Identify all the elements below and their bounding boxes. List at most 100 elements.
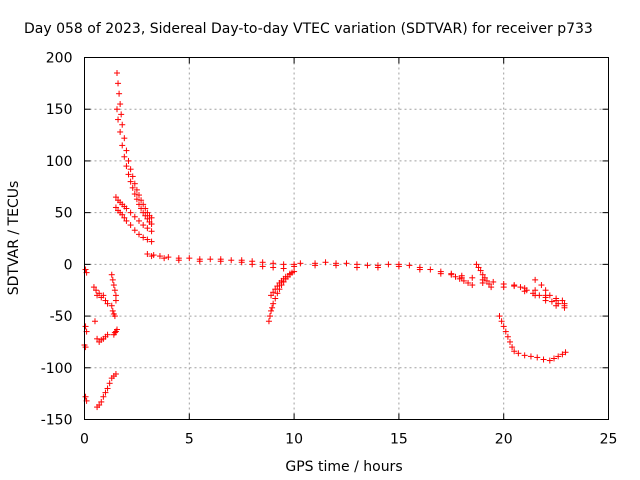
data-point (135, 231, 142, 238)
data-point (502, 328, 509, 335)
data-point (555, 353, 562, 360)
x-tick-label: 0 (80, 432, 89, 448)
data-point (144, 215, 151, 222)
data-point (121, 135, 128, 142)
data-point (506, 338, 513, 345)
data-point (82, 323, 89, 330)
data-point (148, 253, 155, 260)
data-point (498, 318, 505, 325)
data-point (119, 142, 126, 149)
data-point (121, 214, 128, 221)
data-point (123, 205, 130, 212)
data-point (138, 205, 145, 212)
data-point (534, 354, 541, 361)
data-point (490, 278, 497, 285)
data-point (112, 370, 119, 377)
series-rising-cluster (108, 271, 120, 338)
data-point (135, 217, 142, 224)
data-point (486, 281, 493, 288)
data-point (102, 389, 109, 396)
data-point (186, 255, 193, 262)
data-point (217, 258, 224, 265)
y-tick-label: 100 (46, 154, 73, 170)
data-point (144, 251, 151, 258)
data-point (496, 313, 503, 320)
data-point (196, 258, 203, 265)
x-axis-label: GPS time / hours (285, 459, 402, 475)
series-midday-band-lower (148, 253, 568, 311)
data-point (469, 282, 476, 289)
data-point (115, 80, 122, 87)
data-point (129, 184, 136, 191)
data-point (90, 284, 97, 291)
data-point (96, 290, 103, 297)
data-point (161, 255, 168, 262)
data-point (175, 257, 182, 264)
data-point (427, 266, 434, 273)
data-point (548, 298, 555, 305)
x-tick-label: 5 (185, 432, 194, 448)
data-point (312, 262, 319, 269)
data-point (555, 300, 562, 307)
data-point (272, 286, 279, 293)
data-point (465, 279, 472, 286)
data-point (110, 282, 117, 289)
data-point (133, 186, 140, 193)
data-point (483, 277, 490, 284)
data-point (82, 266, 89, 273)
data-point (416, 266, 423, 273)
data-point (473, 261, 480, 268)
data-point (364, 262, 371, 269)
data-point (540, 356, 547, 363)
data-point (553, 295, 560, 302)
data-point (559, 297, 566, 304)
data-point (121, 153, 128, 160)
data-point (561, 302, 568, 309)
data-point (286, 270, 293, 277)
data-point (523, 287, 530, 294)
data-point (131, 213, 138, 220)
data-point (511, 282, 518, 289)
data-point (144, 236, 151, 243)
data-point (104, 385, 111, 392)
data-point (477, 267, 484, 274)
data-point (111, 329, 118, 336)
data-point (530, 290, 537, 297)
data-point (135, 201, 142, 208)
data-point (452, 273, 459, 280)
data-point (148, 238, 155, 245)
data-point (266, 313, 273, 320)
y-tick-label: 150 (46, 102, 73, 118)
data-point (559, 351, 566, 358)
data-point (112, 204, 119, 211)
data-point (127, 178, 134, 185)
data-point (108, 271, 115, 278)
data-point (207, 256, 214, 263)
data-point (274, 290, 281, 297)
data-point (500, 284, 507, 291)
data-point (268, 307, 275, 314)
data-point (156, 253, 163, 260)
x-tick-label: 15 (390, 432, 408, 448)
data-point (140, 234, 147, 241)
data-point (272, 295, 279, 302)
data-point (142, 212, 149, 219)
data-point (437, 270, 444, 277)
data-point (113, 106, 120, 113)
data-point (127, 166, 134, 173)
y-tick-label: 0 (64, 257, 73, 273)
data-point (291, 263, 298, 270)
data-point (406, 262, 413, 269)
data-point (91, 318, 98, 325)
data-point (460, 277, 467, 284)
data-point (238, 259, 245, 266)
y-tick-label: 200 (46, 51, 73, 67)
series-evening-arc (448, 261, 495, 291)
series-late-lines (511, 276, 568, 309)
data-point (546, 357, 553, 364)
y-axis-label: SDTVAR / TECUs (6, 181, 22, 296)
x-tick-label: 20 (495, 432, 513, 448)
data-point (249, 261, 256, 268)
series-peak-decay-4 (112, 204, 155, 245)
data-point (297, 260, 304, 267)
